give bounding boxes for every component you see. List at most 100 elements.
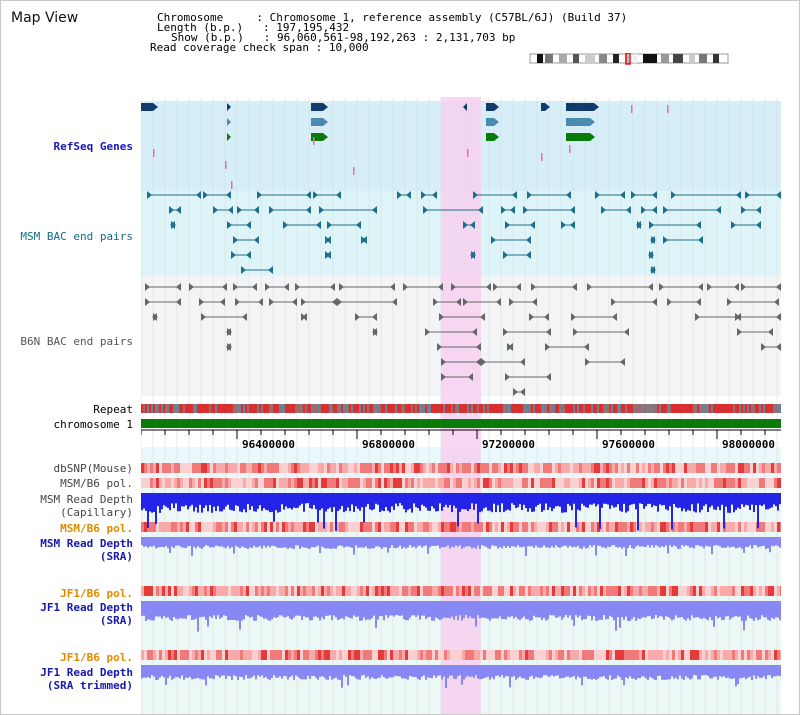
repeat-segment bbox=[579, 404, 581, 413]
dbsnp-cell bbox=[603, 463, 606, 473]
jf1-sra-depth-bar bbox=[407, 601, 409, 621]
label-line-2: (Capillary) bbox=[60, 506, 133, 519]
dbsnp-cell bbox=[147, 463, 150, 473]
msm-capillary-depth-bar bbox=[661, 493, 663, 506]
jf1-b6-pol-cell bbox=[204, 650, 207, 660]
page-title: Map View bbox=[11, 10, 79, 26]
jf1-b6-pol-cell bbox=[330, 650, 333, 660]
jf1-sra-depth-bar bbox=[547, 601, 549, 620]
msm-capillary-depth-bar bbox=[379, 493, 381, 513]
jf1-sra-trimmed-depth-bar bbox=[763, 665, 765, 677]
refseq-gene bbox=[486, 118, 494, 126]
jf1-sra-depth-bar bbox=[719, 601, 721, 618]
jf1-sra-depth-bar bbox=[687, 601, 689, 619]
repeat-segment bbox=[647, 404, 649, 413]
msm-bac-pair-end bbox=[176, 206, 181, 214]
jf1-sra-trimmed-depth-bar bbox=[253, 665, 255, 676]
jf1-sra-trimmed-depth-bar bbox=[399, 665, 401, 677]
repeat-segment bbox=[771, 404, 773, 413]
repeat-segment bbox=[733, 404, 735, 413]
msm-capillary-depth-bar bbox=[771, 493, 773, 508]
msm-capillary-depth-bar bbox=[539, 493, 541, 504]
jf1-b6-pol-cell bbox=[147, 650, 150, 660]
msm-b6-pol-cell bbox=[627, 522, 630, 532]
jf1-b6-pol-cell bbox=[702, 586, 705, 596]
jf1-sra-trimmed-depth-bar bbox=[467, 665, 469, 676]
dbsnp-cell bbox=[222, 463, 225, 473]
dbsnp-cell bbox=[597, 463, 600, 473]
msm-sra-depth-bar bbox=[457, 537, 459, 547]
repeat-segment bbox=[321, 404, 323, 413]
jf1-sra-trimmed-depth-bar bbox=[779, 665, 781, 677]
msm-capillary-depth-bar bbox=[757, 493, 759, 529]
repeat-segment bbox=[415, 404, 417, 413]
msm-b6-pol-cell bbox=[423, 522, 426, 532]
jf1-b6-pol-cell bbox=[486, 586, 489, 596]
msm-b6-pol-cell bbox=[555, 522, 558, 532]
b6n-bac-pair-end bbox=[620, 358, 625, 366]
jf1-sra-depth-bar bbox=[243, 601, 245, 620]
dbsnp-cell bbox=[696, 463, 699, 473]
msm-b6-pol-cell bbox=[474, 522, 477, 532]
jf1-sra-trimmed-depth-bar bbox=[505, 665, 507, 677]
repeat-segment bbox=[419, 404, 421, 413]
msm-sra-depth-bar bbox=[355, 537, 357, 546]
repeat-segment bbox=[339, 404, 341, 413]
repeat-segment bbox=[595, 404, 597, 413]
repeat-segment bbox=[719, 404, 721, 413]
jf1-sra-depth-bar bbox=[319, 601, 321, 621]
jf1-sra-depth-bar bbox=[555, 601, 557, 618]
msm-capillary-depth-bar bbox=[439, 493, 441, 504]
repeat-segment bbox=[527, 404, 529, 413]
msm-b6-pol-cell bbox=[768, 478, 771, 488]
repeat-segment bbox=[721, 404, 723, 413]
jf1-sra-trimmed-depth-bar bbox=[455, 665, 457, 679]
jf1-b6-pol-cell bbox=[537, 650, 540, 660]
msm-bac-pair-end bbox=[776, 191, 781, 199]
jf1-sra-trimmed-depth-bar bbox=[775, 665, 777, 677]
msm-sra-depth-bar bbox=[627, 537, 629, 549]
jf1-sra-depth-bar bbox=[621, 601, 623, 618]
repeat-segment bbox=[451, 404, 453, 413]
msm-b6-pol-cell bbox=[201, 478, 204, 488]
jf1-sra-depth-bar bbox=[779, 601, 781, 621]
repeat-segment bbox=[315, 404, 317, 413]
genome-track-canvas[interactable] bbox=[141, 97, 781, 715]
msm-sra-depth-bar bbox=[753, 537, 755, 546]
jf1-sra-trimmed-depth-bar bbox=[701, 665, 703, 676]
jf1-sra-trimmed-depth-bar bbox=[199, 665, 201, 679]
jf1-sra-depth-bar bbox=[617, 601, 619, 618]
msm-capillary-depth-bar bbox=[633, 493, 635, 504]
jf1-sra-trimmed-depth-bar bbox=[711, 665, 713, 679]
jf1-b6-pol-cell bbox=[603, 650, 606, 660]
refseq-gene bbox=[227, 118, 231, 126]
msm-b6-pol-cell bbox=[762, 478, 765, 488]
msm-b6-pol-cell bbox=[777, 522, 780, 532]
repeat-segment bbox=[205, 404, 207, 413]
jf1-sra-depth-bar bbox=[471, 601, 473, 619]
jf1-sra-trimmed-depth-bar bbox=[277, 665, 279, 678]
dbsnp-cell bbox=[225, 463, 228, 473]
msm-sra-depth-bar bbox=[679, 537, 681, 549]
msm-capillary-depth-bar bbox=[571, 493, 573, 511]
jf1-b6-pol-cell bbox=[486, 650, 489, 660]
repeat-segment bbox=[455, 404, 457, 413]
msm-sra-depth-bar bbox=[559, 537, 561, 548]
msm-sra-depth-bar bbox=[455, 537, 457, 546]
dbsnp-cell bbox=[480, 463, 483, 473]
msm-capillary-depth-bar bbox=[775, 493, 777, 507]
msm-b6-pol-cell bbox=[342, 478, 345, 488]
msm-b6-pol-cell bbox=[486, 522, 489, 532]
msm-capillary-depth-bar bbox=[513, 493, 515, 505]
dbsnp-cell bbox=[375, 463, 378, 473]
jf1-b6-pol-cell bbox=[366, 586, 369, 596]
b6n-bac-pair-end bbox=[612, 313, 617, 321]
jf1-sra-trimmed-depth-bar bbox=[431, 665, 433, 679]
jf1-b6-pol-cell bbox=[174, 650, 177, 660]
repeat-segment bbox=[473, 404, 475, 413]
dbsnp-cell bbox=[747, 463, 750, 473]
chromosome-ideogram[interactable] bbox=[529, 53, 729, 65]
msm-b6-pol-cell bbox=[582, 522, 585, 532]
jf1-sra-depth-bar bbox=[421, 601, 423, 616]
jf1-sra-depth-bar bbox=[513, 601, 515, 619]
